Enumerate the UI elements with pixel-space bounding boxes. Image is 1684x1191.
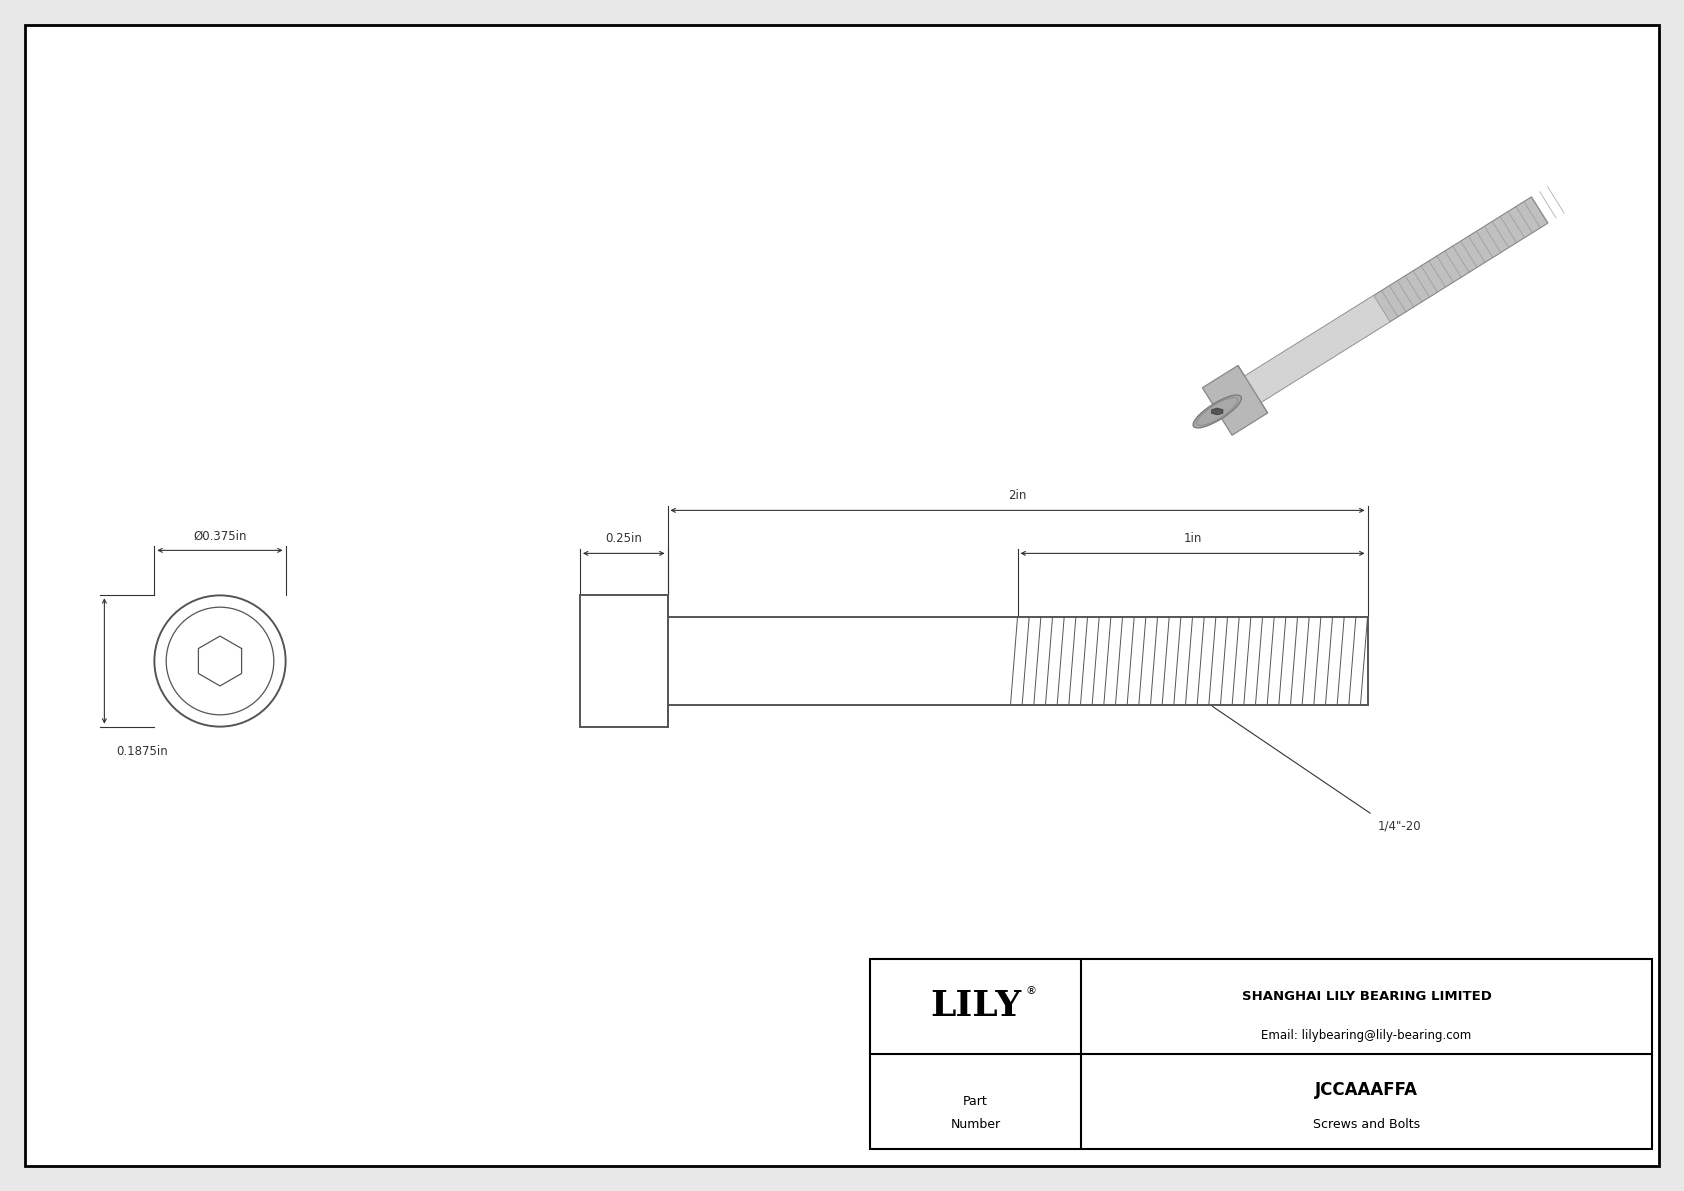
Text: JCCAAAFFA: JCCAAAFFA <box>1315 1081 1418 1099</box>
Ellipse shape <box>1192 395 1241 428</box>
Text: Email: lilybearing@lily-bearing.com: Email: lilybearing@lily-bearing.com <box>1261 1029 1472 1041</box>
Text: Screws and Bolts: Screws and Bolts <box>1314 1118 1420 1130</box>
Polygon shape <box>1202 366 1268 435</box>
Bar <box>579 596 667 727</box>
Text: Part: Part <box>963 1095 989 1108</box>
Text: 1/4"-20: 1/4"-20 <box>1378 819 1421 833</box>
Polygon shape <box>1212 409 1223 414</box>
Text: LILY: LILY <box>930 990 1021 1023</box>
Text: 0.25in: 0.25in <box>605 532 642 545</box>
Text: SHANGHAI LILY BEARING LIMITED: SHANGHAI LILY BEARING LIMITED <box>1241 991 1492 1004</box>
Polygon shape <box>1244 197 1548 403</box>
Text: ®: ® <box>1026 986 1036 997</box>
Text: 0.1875in: 0.1875in <box>116 744 168 757</box>
Text: 2in: 2in <box>1009 490 1027 503</box>
Circle shape <box>167 607 274 715</box>
Polygon shape <box>1244 295 1389 403</box>
Text: 1in: 1in <box>1184 532 1202 545</box>
Text: Ø0.375in: Ø0.375in <box>194 529 248 542</box>
Bar <box>871 959 1652 1149</box>
Circle shape <box>155 596 286 727</box>
Text: Number: Number <box>950 1118 1000 1130</box>
